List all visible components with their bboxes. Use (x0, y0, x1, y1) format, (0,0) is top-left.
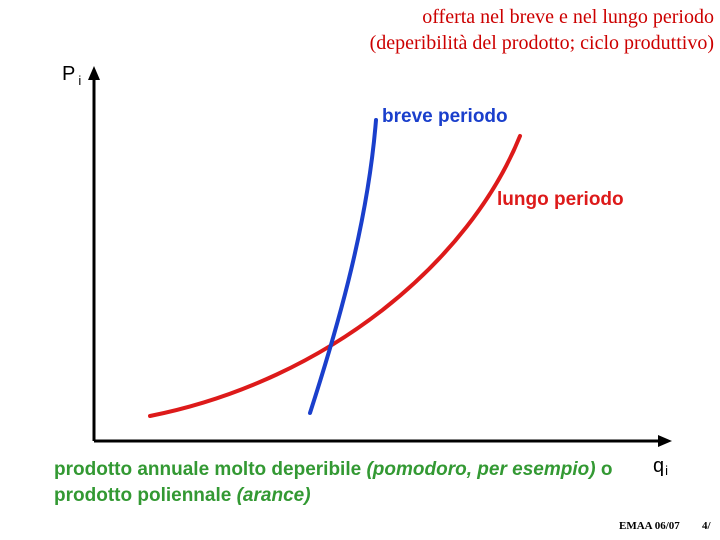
x-axis-arrowhead (658, 435, 672, 447)
footer-page: 4/ (702, 520, 711, 532)
long-run-supply-curve (148, 134, 522, 418)
y-axis-arrowhead (88, 66, 100, 80)
title-line-1: offerta nel breve e nel lungo periodo (422, 6, 714, 28)
caption-part-1: prodotto annuale molto deperibile (54, 459, 362, 480)
caption-part-2: (pomodoro, per esempio) (366, 459, 596, 480)
slide-title: offerta nel breve e nel lungo periodo (d… (370, 4, 714, 56)
footer-course: EMAA 06/07 (619, 520, 680, 532)
caption-part-3: o prodotto poliennale (54, 459, 613, 506)
caption: prodotto annuale molto deperibile (pomod… (54, 457, 614, 509)
long-run-label: lungo periodo (497, 189, 624, 210)
x-axis-label: qi (653, 455, 668, 478)
short-run-supply-curve (308, 118, 378, 415)
short-run-label: breve periodo (382, 106, 508, 127)
caption-part-4: (arance) (236, 485, 311, 506)
title-line-2: (deperibilità del prodotto; ciclo produt… (369, 32, 714, 54)
